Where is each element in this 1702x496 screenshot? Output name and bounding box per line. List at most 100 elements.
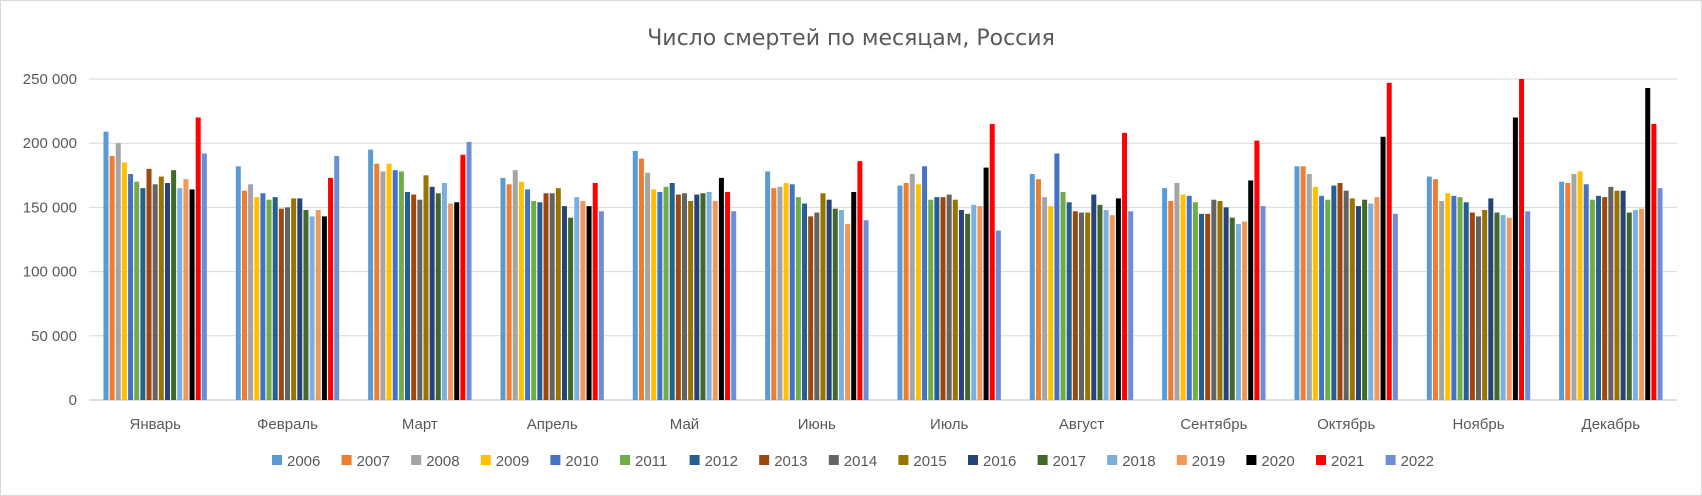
legend-swatch-2017 bbox=[1037, 455, 1048, 465]
bar-2017-2 bbox=[303, 209, 309, 400]
bar-2011-12 bbox=[1589, 199, 1595, 400]
bar-2013-3 bbox=[411, 194, 417, 400]
bar-2016-12 bbox=[1620, 190, 1626, 400]
bar-2015-7 bbox=[952, 199, 958, 400]
legend-label-2007: 2007 bbox=[357, 453, 390, 470]
bar-2007-1 bbox=[109, 156, 115, 400]
bar-2015-3 bbox=[423, 175, 429, 400]
y-tick-label: 250 000 bbox=[23, 71, 77, 88]
bar-2020-7 bbox=[983, 167, 989, 400]
bar-2014-12 bbox=[1608, 186, 1614, 400]
bar-2022-9 bbox=[1260, 206, 1266, 400]
bar-2019-5 bbox=[712, 200, 718, 400]
bar-2009-10 bbox=[1312, 186, 1318, 400]
bar-2010-6 bbox=[789, 184, 795, 400]
bar-2017-6 bbox=[832, 208, 838, 400]
x-axis-categories: Январь Февраль Март Апрель Май Июнь Июль Август… bbox=[129, 416, 1640, 433]
bar-2013-5 bbox=[675, 194, 681, 400]
bar-2021-3 bbox=[460, 154, 466, 400]
bar-2021-4 bbox=[592, 183, 598, 400]
bar-2011-11 bbox=[1457, 197, 1463, 400]
x-category-label: Май bbox=[670, 416, 699, 433]
bar-2017-9 bbox=[1229, 217, 1235, 400]
bar-2017-7 bbox=[965, 213, 971, 400]
bar-2016-1 bbox=[164, 183, 170, 400]
bar-2011-9 bbox=[1192, 202, 1198, 400]
bar-2021-7 bbox=[989, 123, 995, 400]
legend-swatch-2022 bbox=[1385, 455, 1396, 465]
bar-2021-10 bbox=[1386, 82, 1392, 400]
bar-2018-12 bbox=[1632, 209, 1638, 400]
bar-2009-3 bbox=[386, 163, 392, 400]
bar-2007-10 bbox=[1300, 166, 1306, 400]
bar-2016-8 bbox=[1091, 194, 1097, 400]
bar-2022-4 bbox=[598, 211, 604, 400]
bar-2018-3 bbox=[441, 183, 447, 400]
bar-2014-5 bbox=[682, 193, 687, 400]
bar-2015-9 bbox=[1217, 200, 1223, 400]
bar-2012-5 bbox=[669, 183, 675, 400]
y-tick-label: 0 bbox=[69, 392, 77, 409]
bar-2011-10 bbox=[1325, 199, 1331, 400]
bar-2008-7 bbox=[909, 174, 915, 400]
bar-2020-2 bbox=[321, 216, 327, 400]
bar-2007-11 bbox=[1432, 179, 1438, 400]
legend-label-2015: 2015 bbox=[913, 453, 946, 470]
legend-swatch-2007 bbox=[341, 455, 352, 465]
legend-label-2018: 2018 bbox=[1122, 453, 1155, 470]
bar-2007-7 bbox=[903, 183, 909, 400]
bar-2015-11 bbox=[1482, 209, 1488, 400]
legend-swatch-2019 bbox=[1176, 455, 1187, 465]
bar-2018-8 bbox=[1103, 209, 1109, 400]
bar-2016-4 bbox=[561, 206, 567, 400]
bar-2012-8 bbox=[1066, 202, 1072, 400]
bar-2012-1 bbox=[140, 188, 146, 400]
legend-swatch-2020 bbox=[1246, 455, 1257, 465]
bar-2012-11 bbox=[1463, 202, 1469, 400]
gridlines bbox=[89, 78, 1677, 401]
bar-2012-10 bbox=[1331, 185, 1337, 400]
x-category-label: Апрель bbox=[527, 416, 578, 433]
bar-2021-1 bbox=[195, 117, 201, 401]
bar-2019-10 bbox=[1374, 197, 1380, 400]
bar-2017-4 bbox=[568, 217, 574, 400]
bar-2019-6 bbox=[845, 224, 851, 400]
bar-2015-5 bbox=[688, 200, 694, 400]
legend-swatch-2021 bbox=[1316, 455, 1326, 465]
legend-swatch-2011 bbox=[620, 455, 630, 465]
bar-2007-4 bbox=[506, 184, 512, 400]
bar-2017-8 bbox=[1097, 204, 1103, 400]
bar-2009-2 bbox=[254, 197, 260, 400]
bar-2017-3 bbox=[435, 193, 441, 400]
legend-swatch-2013 bbox=[759, 455, 770, 465]
bar-2020-1 bbox=[189, 189, 195, 400]
bar-2014-11 bbox=[1476, 216, 1481, 400]
bar-2018-1 bbox=[177, 188, 183, 400]
bar-2018-11 bbox=[1500, 215, 1506, 400]
bar-2011-1 bbox=[134, 181, 140, 400]
bar-2006-8 bbox=[1029, 174, 1035, 400]
bar-2016-9 bbox=[1223, 207, 1229, 400]
bar-2014-6 bbox=[814, 212, 820, 400]
legend-label-2014: 2014 bbox=[844, 453, 877, 470]
bar-2017-1 bbox=[171, 170, 177, 400]
bar-2015-12 bbox=[1614, 190, 1620, 400]
bar-2022-3 bbox=[466, 141, 472, 401]
legend-swatch-2006 bbox=[272, 455, 282, 465]
bar-2014-8 bbox=[1079, 212, 1084, 400]
bar-2017-11 bbox=[1494, 212, 1500, 400]
bar-2007-3 bbox=[374, 163, 380, 400]
bar-2019-7 bbox=[977, 206, 983, 400]
legend-label-2019: 2019 bbox=[1192, 453, 1225, 470]
bar-2017-12 bbox=[1626, 212, 1632, 400]
bar-2013-6 bbox=[808, 216, 814, 400]
bar-2013-9 bbox=[1205, 213, 1211, 400]
bar-2022-11 bbox=[1525, 211, 1531, 400]
bar-2013-1 bbox=[146, 168, 152, 400]
chart-title: Число смертей по месяцам, Россия bbox=[647, 26, 1055, 51]
bar-2021-12 bbox=[1651, 123, 1657, 400]
bar-2018-10 bbox=[1368, 203, 1374, 400]
bar-2020-8 bbox=[1115, 198, 1121, 400]
x-category-label: Июнь bbox=[798, 416, 836, 433]
bar-2006-5 bbox=[632, 150, 638, 400]
